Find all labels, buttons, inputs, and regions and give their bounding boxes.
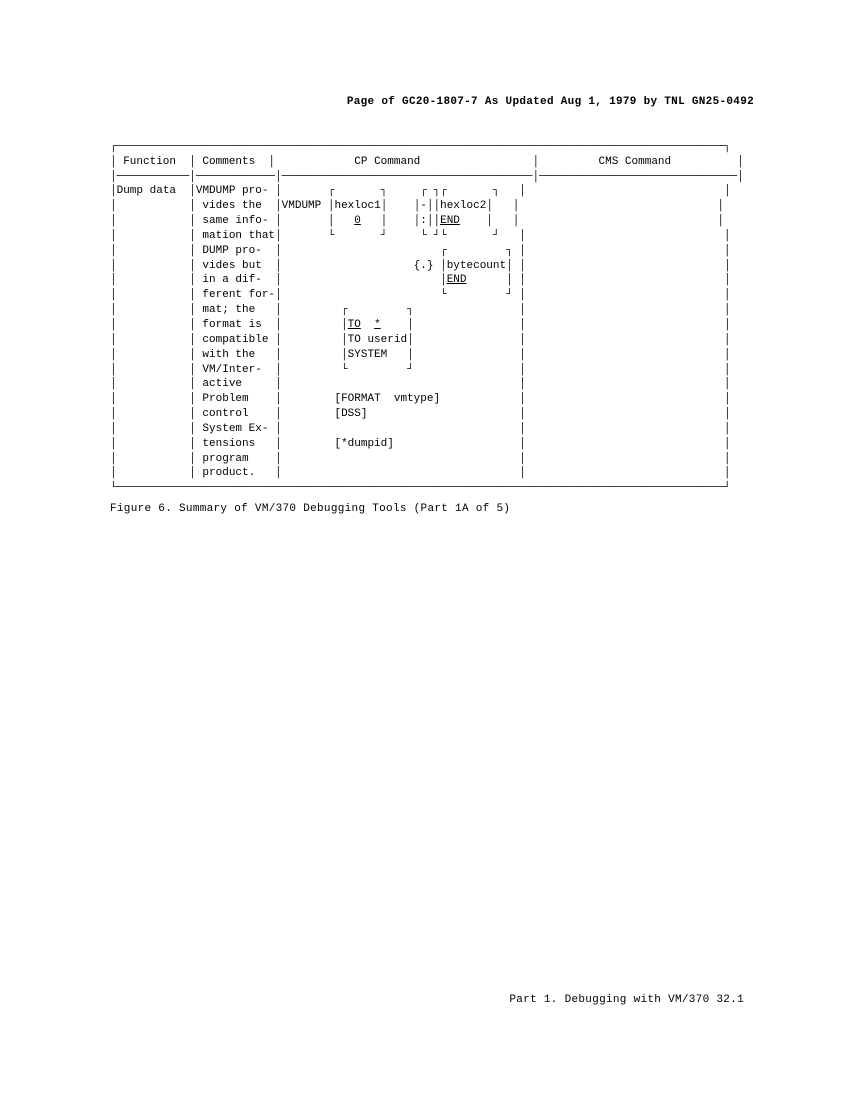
cmd-zero: 0 — [354, 215, 361, 227]
cmd-dss: [DSS] — [334, 408, 367, 420]
comment-line: product. — [202, 467, 255, 479]
cmd-end1: END — [440, 215, 460, 227]
comment-line: same info- — [202, 215, 268, 227]
comment-line: VMDUMP pro- — [196, 185, 269, 197]
syntax-table: ┌───────────────────────────────────────… — [110, 140, 754, 496]
comment-line: tensions — [202, 438, 255, 450]
comment-line: vides but — [202, 260, 261, 272]
col-header-comments: Comments — [202, 156, 255, 168]
comment-line: control — [202, 408, 248, 420]
comment-line: mation that — [202, 230, 275, 242]
cmd-userid: TO userid — [348, 334, 407, 346]
cmd-hexloc2: hexloc2 — [440, 200, 486, 212]
cmd-format: [FORMAT vmtype] — [334, 393, 440, 405]
figure-caption: Figure 6. Summary of VM/370 Debugging To… — [110, 502, 754, 517]
comment-line: in a dif- — [202, 274, 261, 286]
page: Page of GC20-1807-7 As Updated Aug 1, 19… — [0, 0, 849, 1100]
cmd-to: TO — [348, 319, 361, 331]
cmd-end2: END — [447, 274, 467, 286]
page-footer: Part 1. Debugging with VM/370 32.1 — [509, 993, 744, 1008]
cmd-dumpid: [*dumpid] — [334, 438, 393, 450]
comment-line: with the — [202, 349, 255, 361]
comment-line: vides the — [202, 200, 261, 212]
comment-line: format is — [202, 319, 261, 331]
cmd-star: * — [374, 319, 381, 331]
col-header-function: Function — [123, 156, 176, 168]
function-cell: Dump data — [117, 185, 176, 197]
comment-line: mat; the — [202, 304, 255, 316]
comment-line: System Ex- — [202, 423, 268, 435]
comment-line: DUMP pro- — [202, 245, 261, 257]
cmd-hexloc1: hexloc1 — [334, 200, 380, 212]
comment-line: VM/Inter- — [202, 364, 261, 376]
col-header-cms: CMS Command — [599, 156, 672, 168]
col-header-cp: CP Command — [354, 156, 420, 168]
comment-line: active — [202, 378, 242, 390]
comment-line: compatible — [202, 334, 268, 346]
page-header: Page of GC20-1807-7 As Updated Aug 1, 19… — [110, 95, 754, 110]
comment-line: Problem — [202, 393, 248, 405]
cmd-bytecount: bytecount — [447, 260, 506, 272]
cmd-name: VMDUMP — [282, 200, 322, 212]
comment-line: ferent for- — [202, 289, 275, 301]
cmd-system: SYSTEM — [348, 349, 388, 361]
comment-line: program — [202, 453, 248, 465]
